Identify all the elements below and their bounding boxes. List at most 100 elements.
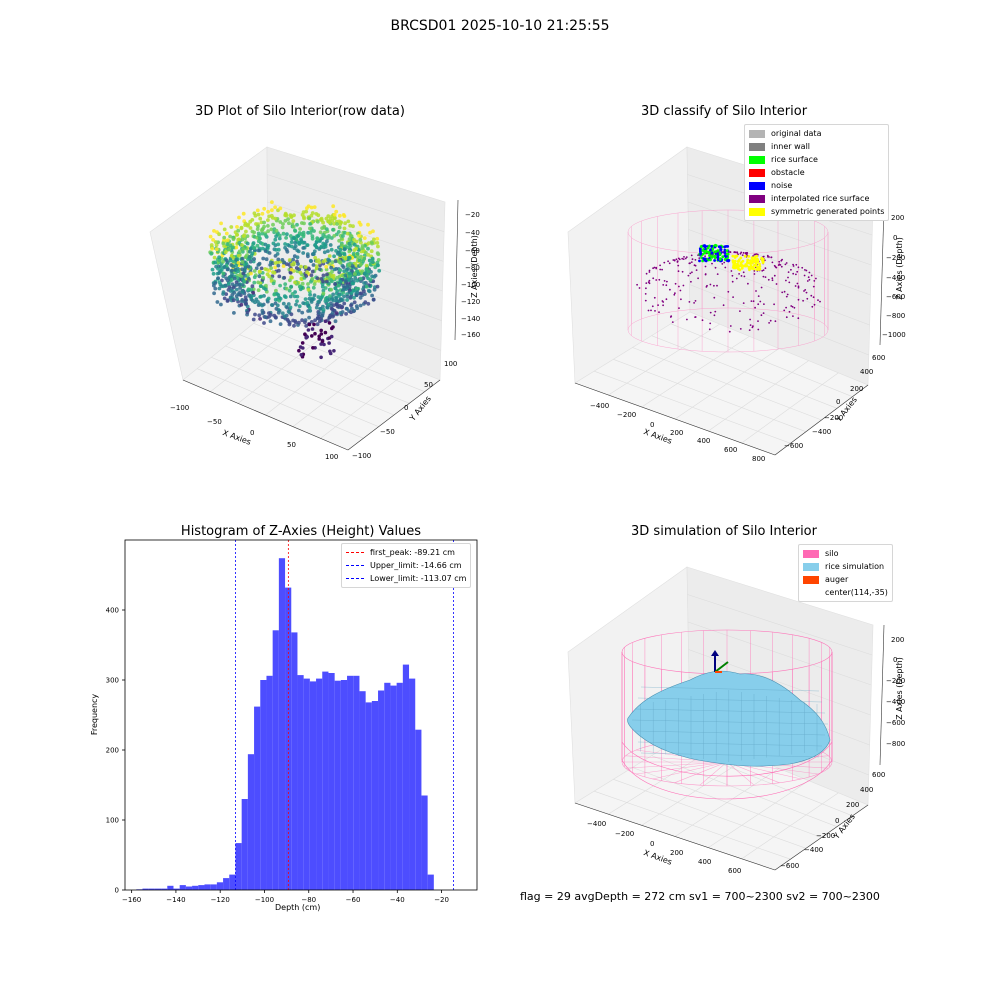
plot4-legend-item: silo	[803, 547, 888, 560]
hist-bar	[229, 874, 236, 890]
hist-bar	[254, 706, 261, 890]
figure-title: BRCSD01 2025-10-10 21:25:55	[390, 18, 610, 34]
hist-bar	[173, 888, 180, 890]
hist-ytick: 100	[106, 817, 119, 825]
plot1-xtick: 50	[287, 441, 296, 449]
legend-label: noise	[771, 181, 793, 190]
legend-swatch	[803, 589, 819, 597]
legend-label: auger	[825, 575, 849, 584]
hist-xtick: −60	[346, 896, 361, 904]
plot4-ytick: 200	[846, 801, 860, 809]
plot1-xtick: −100	[170, 404, 190, 412]
plot2-legend-item: interpolated rice surface	[749, 192, 884, 205]
plot2-legend-item: rice surface	[749, 153, 884, 166]
plot2-ytick: −600	[784, 442, 804, 450]
legend-label: inner wall	[771, 142, 811, 151]
plot4-legend-item: center(114,-35)	[803, 586, 888, 599]
plot4-xtick: 400	[698, 858, 712, 866]
plot4-ztick: −400	[886, 698, 906, 706]
legend-swatch	[749, 181, 765, 190]
hist-title: Histogram of Z-Axies (Height) Values	[180, 524, 422, 539]
hist-frame	[124, 539, 478, 891]
hist-ytick: 200	[106, 747, 119, 755]
plot4-xtick: 600	[728, 867, 742, 875]
hist-bar	[390, 685, 397, 890]
hist-bar	[353, 675, 360, 890]
hist-xtick: −120	[211, 896, 230, 904]
hist-bar	[378, 690, 385, 890]
hist-bar	[291, 632, 298, 890]
plot4-ytick: 0	[835, 817, 840, 825]
hist-bar	[340, 680, 348, 890]
plot4-legend-item: auger	[803, 573, 888, 586]
plot4-auger	[711, 650, 729, 673]
plot2-xtick: 200	[670, 429, 684, 437]
hist-bar	[421, 795, 428, 890]
legend-swatch	[803, 562, 819, 571]
hist-bar	[185, 886, 193, 890]
hist-bar	[297, 675, 304, 890]
hist-xtick: −140	[166, 896, 185, 904]
legend-label: Upper_limit: -14.66 cm	[370, 561, 462, 570]
plot2-ztick: −800	[886, 312, 906, 320]
hist-bar	[192, 885, 199, 890]
plot4-ytick: −600	[780, 862, 800, 870]
plot2-ztick: −400	[886, 274, 906, 282]
hist-bar	[260, 680, 267, 890]
hist-bar	[334, 680, 341, 890]
hist-xlabel: Depth (cm)	[275, 903, 321, 912]
hist-bar	[415, 729, 422, 890]
legend-label: original data	[771, 129, 822, 138]
plot4-legend-item: rice simulation	[803, 560, 888, 573]
status-footer: flag = 29 avgDepth = 272 cm sv1 = 700~23…	[520, 890, 880, 903]
plot2-legend-item: obstacle	[749, 166, 884, 179]
plot4-ytick: 600	[872, 771, 886, 779]
legend-swatch	[749, 207, 765, 216]
plot1-ztick: −160	[461, 331, 481, 339]
legend-label: Lower_limit: -113.07 cm	[370, 574, 467, 583]
plot2-ztick: −200	[886, 254, 906, 262]
plot2-xtick: −400	[590, 402, 610, 410]
plot2-title: 3D classify of Silo Interior	[640, 104, 808, 119]
hist-bar	[241, 799, 248, 890]
legend-label: first_peak: -89.21 cm	[370, 548, 455, 557]
plot2-ztick: 0	[893, 234, 898, 242]
plot2-legend-item: original data	[749, 127, 884, 140]
legend-label: rice surface	[771, 155, 818, 164]
plot4-xtick: −400	[587, 820, 607, 828]
legend-line	[346, 578, 364, 579]
plot1-xtick: −50	[207, 418, 222, 426]
hist-bar	[154, 888, 162, 890]
hist-bar	[148, 888, 155, 890]
hist-xtick: −80	[301, 896, 316, 904]
hist-bar	[216, 882, 224, 890]
hist-legend-item: first_peak: -89.21 cm	[346, 546, 466, 559]
hist-bar	[223, 878, 230, 890]
legend-swatch	[749, 168, 765, 177]
hist-legend-item: Lower_limit: -113.07 cm	[346, 572, 466, 585]
hist-ytick: 0	[115, 887, 119, 895]
plot4-ytick: −400	[804, 846, 824, 854]
plot1-ytick: 50	[424, 381, 433, 389]
plot4-xtick: 0	[650, 840, 655, 848]
plot1-ytick: 0	[404, 404, 409, 412]
plot2-xtick: −200	[617, 411, 637, 419]
hist-legend-item: Upper_limit: -14.66 cm	[346, 559, 466, 572]
hist-bar	[167, 885, 174, 890]
plot4-xtick: −200	[615, 830, 635, 838]
hist-bar	[272, 630, 279, 890]
plot2-legend-item: noise	[749, 179, 884, 192]
plot4-zlabel: Z Axies (Depth)	[894, 657, 904, 720]
plot4-ztick: 200	[891, 636, 905, 644]
hist-bar	[179, 885, 186, 890]
plot4-ztick: −200	[886, 677, 906, 685]
plot2-panes	[567, 146, 874, 456]
hist-bar	[285, 587, 292, 890]
plot1-title: 3D Plot of Silo Interior(row data)	[195, 104, 405, 119]
legend-swatch	[749, 129, 765, 138]
legend-label: obstacle	[771, 168, 805, 177]
hist-bar	[347, 675, 354, 890]
hist-xtick: −20	[434, 896, 449, 904]
hist-bar	[278, 558, 286, 890]
